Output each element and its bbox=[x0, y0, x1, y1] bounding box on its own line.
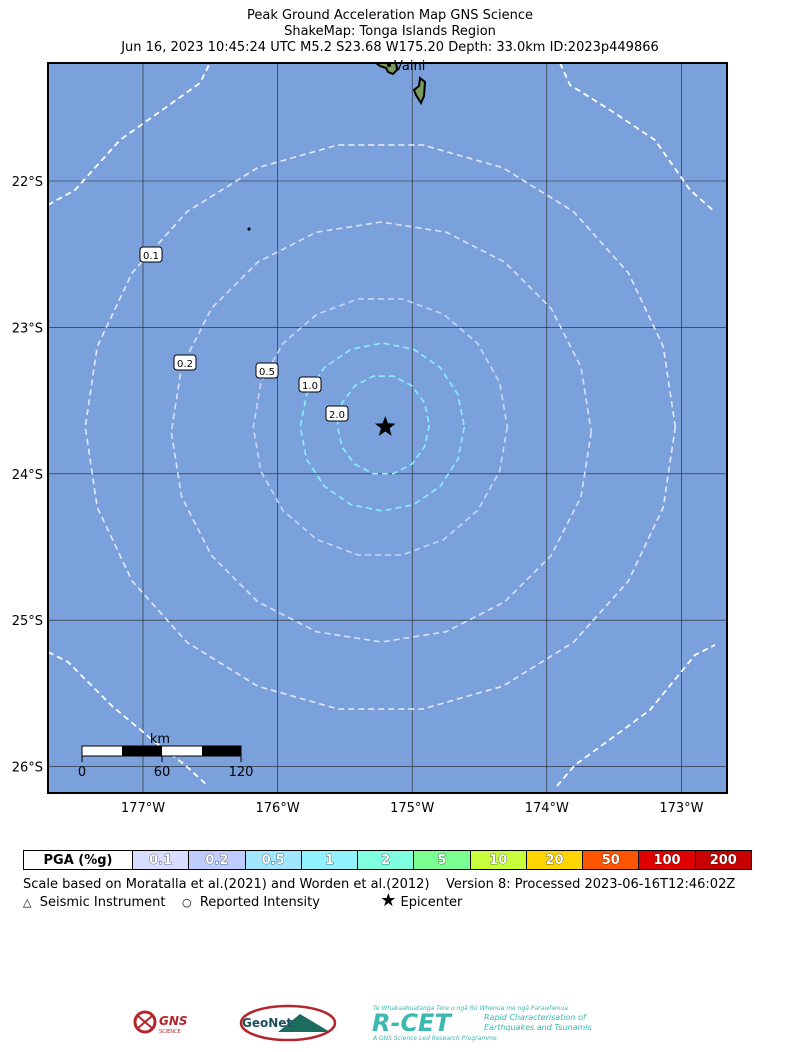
shakemap: Vaini 0.1 0.2 0.5 1.0 2.0 22°S 23°S 24°S 25°S 26… bbox=[12, 59, 728, 816]
lon-label: 177°W bbox=[121, 801, 165, 816]
island-eua bbox=[412, 76, 427, 106]
island-tongatapu bbox=[374, 63, 399, 76]
map-frame bbox=[47, 62, 728, 794]
pga-contours bbox=[48, 63, 716, 787]
contour-label: 0.1 bbox=[139, 246, 163, 263]
legend-swatch-2: 0.5 bbox=[244, 851, 301, 869]
legend-swatch-1: 0.2 bbox=[188, 851, 245, 869]
lat-label: 26°S bbox=[12, 761, 43, 776]
legend-value: 5 bbox=[437, 852, 447, 868]
epicenter-star bbox=[374, 416, 396, 436]
lon-label: 174°W bbox=[525, 801, 569, 816]
pga-contour bbox=[336, 375, 431, 475]
rcet-tagline: Te Whakaahuatanga Tere o ngā Rū Whenua m… bbox=[373, 1005, 568, 1012]
lon-label: 173°W bbox=[659, 801, 703, 816]
scale-bar: km 0 60 120 bbox=[78, 732, 254, 780]
legend-value: 0.2 bbox=[205, 852, 229, 868]
legend-swatch-3: 1 bbox=[300, 851, 358, 869]
scale-tick-120: 120 bbox=[229, 765, 254, 780]
pga-contour-outer bbox=[48, 63, 211, 206]
lon-label: 176°W bbox=[256, 801, 300, 816]
geonet-logo: GeoNet bbox=[238, 1002, 338, 1044]
pga-contour-outer bbox=[559, 63, 716, 213]
legend-swatch-4: 2 bbox=[357, 851, 414, 869]
scale-based-text: Scale based on Moratalla et al.(2021) an… bbox=[23, 877, 430, 892]
triangle-icon: △ bbox=[23, 896, 32, 909]
contour-label: 0.5 bbox=[255, 362, 279, 379]
place-label-vaini: Vaini bbox=[394, 59, 425, 74]
legend-swatch-10: 200 bbox=[694, 851, 751, 869]
legend-swatch-0: 0.1 bbox=[132, 851, 189, 869]
contour-label-text: 0.2 bbox=[177, 359, 193, 370]
scale-note: Scale based on Moratalla et al.(2021) an… bbox=[23, 877, 735, 892]
lon-label: 175°W bbox=[390, 801, 434, 816]
gns-logo-subtext: SCIENCE bbox=[159, 1029, 181, 1035]
circle-icon: ○ bbox=[181, 896, 192, 909]
pga-contour bbox=[170, 221, 593, 643]
contour-label: 2.0 bbox=[325, 405, 349, 422]
pga-contour bbox=[299, 342, 466, 512]
legend-value: 100 bbox=[653, 852, 681, 868]
lat-label: 23°S bbox=[12, 321, 43, 336]
legend-swatch-9: 100 bbox=[638, 851, 695, 869]
contour-label-text: 0.5 bbox=[259, 367, 275, 378]
contour-label-text: 1.0 bbox=[302, 381, 318, 392]
event-info: Jun 16, 2023 10:45:24 UTC M5.2 S23.68 W1… bbox=[121, 40, 659, 55]
place-marker bbox=[387, 63, 391, 67]
star-icon: ★ bbox=[380, 890, 397, 911]
scale-tick-0: 0 bbox=[78, 765, 86, 780]
legend-swatch-7: 20 bbox=[525, 851, 583, 869]
gns-logo-text: GNS bbox=[159, 1014, 188, 1028]
legend-value: 1 bbox=[324, 852, 335, 868]
legend-value: 10 bbox=[489, 852, 508, 868]
pga-legend: PGA (%g) 0.1 0.2 0.5 1 2 5 10 20 50 100 200 bbox=[23, 850, 752, 870]
rcet-logo-text: R-CET bbox=[372, 1009, 452, 1037]
rcet-desc-line2: Earthquakes and Tsunamis bbox=[484, 1023, 592, 1032]
legend-value: 0.5 bbox=[261, 852, 285, 868]
contour-label-text: 0.1 bbox=[143, 251, 159, 262]
map-subtitle: ShakeMap: Tonga Islands Region bbox=[284, 24, 496, 39]
scale-tick-60: 60 bbox=[154, 765, 171, 780]
rcet-logo: Te Whakaahuatanga Tere o ngā Rū Whenua m… bbox=[372, 1002, 602, 1044]
scale-bar-unit: km bbox=[150, 732, 170, 747]
reported-intensity-label: Reported Intensity bbox=[199, 895, 320, 910]
seismic-instrument-label: Seismic Instrument bbox=[39, 895, 166, 910]
legend-swatch-8: 50 bbox=[582, 851, 639, 869]
epicenter-label: Epicenter bbox=[400, 895, 463, 910]
legend-title: PGA (%g) bbox=[43, 852, 113, 868]
legend-value: 200 bbox=[709, 852, 737, 868]
contour-labels: 0.1 0.2 0.5 1.0 2.0 bbox=[139, 246, 349, 422]
contour-label-text: 2.0 bbox=[329, 410, 345, 421]
pga-contour bbox=[84, 144, 677, 710]
contour-label: 0.2 bbox=[173, 354, 197, 371]
pga-contour-outer bbox=[556, 644, 716, 787]
small-island bbox=[247, 227, 251, 231]
gns-logo: GNS SCIENCE bbox=[132, 1008, 194, 1038]
legend-value: 0.1 bbox=[149, 852, 173, 868]
legend-swatch-6: 10 bbox=[469, 851, 526, 869]
geonet-logo-text: GeoNet bbox=[242, 1016, 292, 1030]
legend-swatch-5: 5 bbox=[413, 851, 470, 869]
rcet-desc-line1: Rapid Characterisation of bbox=[484, 1013, 587, 1022]
pga-contour bbox=[252, 298, 509, 556]
symbol-key: △ Seismic Instrument ○ Reported Intensit… bbox=[23, 892, 463, 911]
legend-value: 2 bbox=[381, 852, 391, 868]
map-title: Peak Ground Acceleration Map GNS Science bbox=[246, 8, 533, 23]
lat-label: 24°S bbox=[12, 468, 43, 483]
axis-labels: 22°S 23°S 24°S 25°S 26°S 177°W 176°W 175°W 174°W… bbox=[12, 175, 704, 816]
pga-contour-outer bbox=[48, 651, 209, 787]
rcet-subtitle: A GNS Science Led Research Programme bbox=[372, 1035, 497, 1042]
contour-label: 1.0 bbox=[298, 376, 322, 393]
lat-label: 25°S bbox=[12, 614, 43, 629]
version-text: Version 8: Processed 2023-06-16T12:46:02… bbox=[446, 877, 736, 892]
legend-value: 50 bbox=[601, 852, 620, 868]
legend-value: 20 bbox=[545, 852, 564, 868]
lat-label: 22°S bbox=[12, 175, 43, 190]
